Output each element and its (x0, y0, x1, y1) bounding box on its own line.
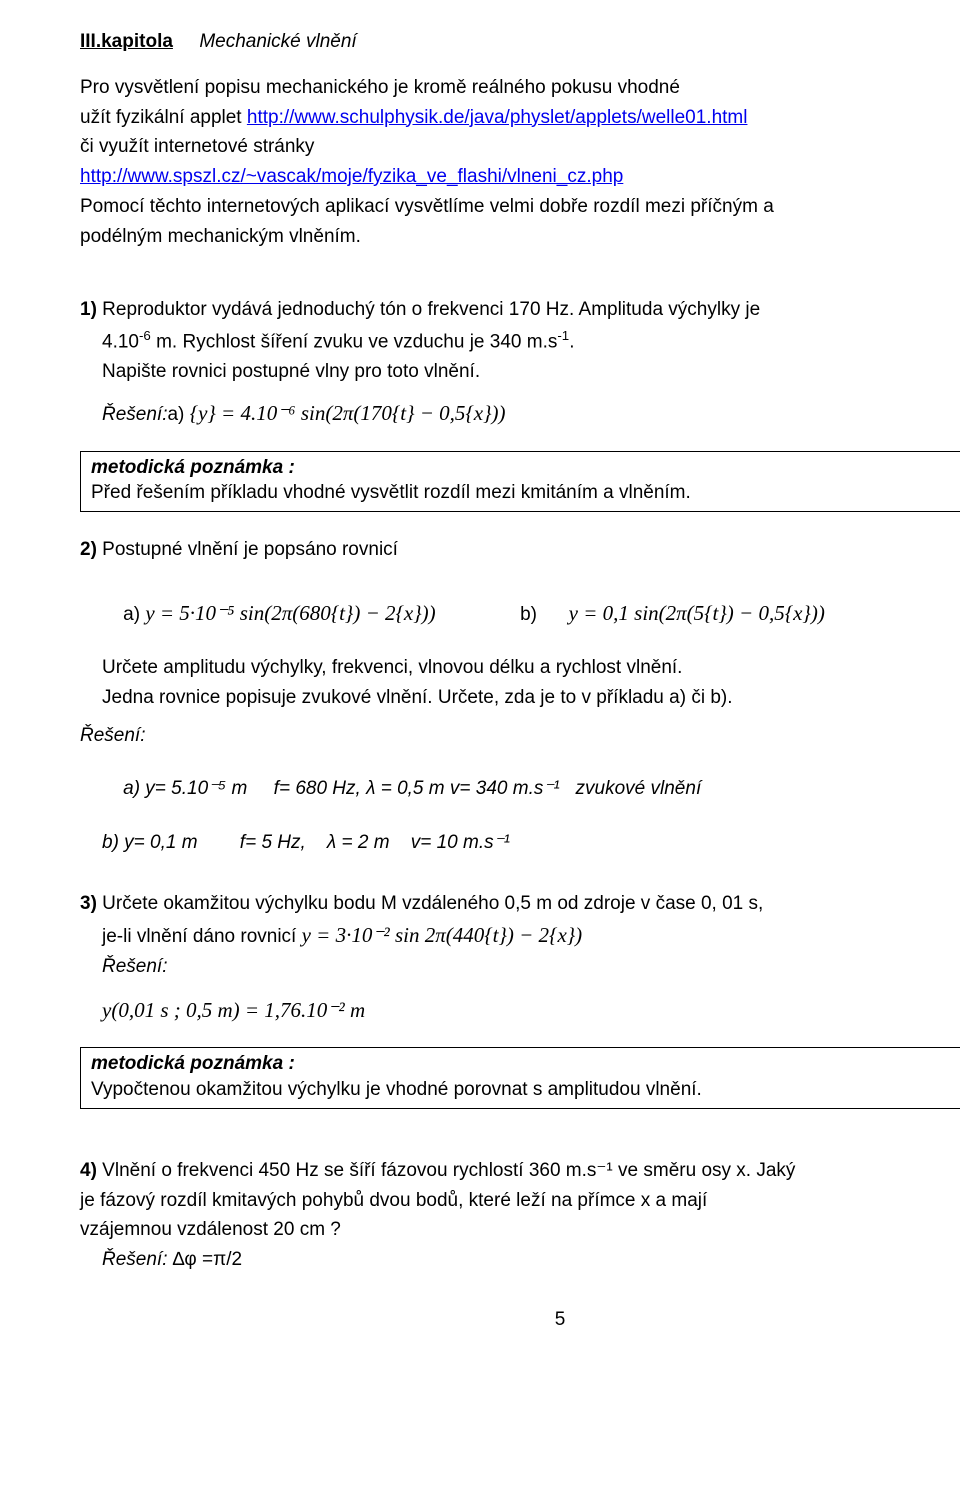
note2-label: metodická poznámka : (91, 1052, 960, 1076)
q1-solution: Řešení:a) {y} = 4.10⁻⁶ sin(2π(170{t} − 0… (80, 400, 960, 427)
q1-equation: {y} = 4.10⁻⁶ sin(2π(170{t} − 0,5{x})) (190, 401, 506, 425)
q1-l2a: 4.10 (102, 331, 139, 352)
q1-text1: Reproduktor vydává jednoduchý tón o frek… (97, 299, 760, 320)
intro-link2-line: http://www.spszl.cz/~vascak/moje/fyzika_… (80, 165, 960, 189)
methodical-note-2: metodická poznámka : Vypočtenou okamžito… (80, 1047, 960, 1109)
q1-exp2: -1 (557, 328, 569, 343)
q2-line1: 2) Postupné vlnění je popsáno rovnicí (80, 538, 960, 562)
q2-b-equation: y = 0,1 sin(2π(5{t}) − 0,5{x})) (569, 601, 825, 625)
q3-equation: y(0,01 s ; 0,5 m) = 1,76.10⁻² m (102, 998, 365, 1022)
q1-res-label: Řešení: (102, 404, 167, 425)
q2-b-label: b) (520, 604, 569, 625)
q1-line3: Napište rovnici postupné vlny pro toto v… (80, 360, 960, 384)
applet-link[interactable]: http://www.schulphysik.de/java/physlet/a… (247, 107, 748, 128)
q4-line2: je fázový rozdíl kmitavých pohybů dvou b… (80, 1189, 960, 1213)
q2-res-b: b) y= 0,1 m f= 5 Hz, λ = 2 m v= 10 m.s⁻¹ (80, 831, 960, 855)
intro-line1: Pro vysvětlení popisu mechanického je kr… (80, 76, 960, 100)
q2-a-equation: y = 5·10⁻⁵ sin(2π(680{t}) − 2{x})) (145, 601, 435, 625)
q4-num: 4) (80, 1160, 97, 1181)
chapter-label: III.kapitola (80, 31, 173, 52)
page-number: 5 (80, 1308, 960, 1332)
intro-block: Pro vysvětlení popisu mechanického je kr… (80, 76, 960, 249)
note2-text: Vypočtenou okamžitou výchylku je vhodné … (91, 1078, 960, 1102)
q2-text1: Postupné vlnění je popsáno rovnicí (97, 539, 398, 560)
intro-line4: Pomocí těchto internetových aplikací vys… (80, 195, 960, 219)
q2-res-a: a) y= 5.10⁻⁵ m f= 680 Hz, λ = 0,5 m v= 3… (80, 753, 960, 824)
q4-res-label: Řešení: (102, 1249, 167, 1270)
question-2: 2) Postupné vlnění je popsáno rovnicí a)… (80, 538, 960, 854)
chapter-heading: III.kapitola Mechanické vlnění (80, 30, 960, 54)
q2-line2: Určete amplitudu výchylky, frekvenci, vl… (80, 656, 960, 680)
q3-solution-eq: y(0,01 s ; 0,5 m) = 1,76.10⁻² m (80, 997, 960, 1024)
q3-l2pre: je-li vlnění dáno rovnicí (102, 926, 302, 947)
q4-line3: vzájemnou vzdálenost 20 cm ? (80, 1218, 960, 1242)
resource-link[interactable]: http://www.spszl.cz/~vascak/moje/fyzika_… (80, 166, 623, 187)
q4-line1: 4) Vlnění o frekvenci 450 Hz se šíří fáz… (80, 1159, 960, 1183)
q1-num: 1) (80, 299, 97, 320)
q3-line2: je-li vlnění dáno rovnicí y = 3·10⁻² sin… (80, 922, 960, 949)
intro-line2: užít fyzikální applet http://www.schulph… (80, 106, 960, 130)
q1-line1: 1) Reproduktor vydává jednoduchý tón o f… (80, 298, 960, 322)
q2-line3: Jedna rovnice popisuje zvukové vlnění. U… (80, 686, 960, 710)
chapter-title: Mechanické vlnění (199, 31, 356, 52)
q4-solution: Řešení: ∆φ =π/2 (80, 1248, 960, 1272)
intro-line2-pre: užít fyzikální applet (80, 107, 247, 128)
q2-ra: a) y= 5.10⁻⁵ m f= 680 Hz, λ = 0,5 m v= 3… (123, 778, 560, 799)
q1-exp1: -6 (139, 328, 151, 343)
question-4: 4) Vlnění o frekvenci 450 Hz se šíří fáz… (80, 1159, 960, 1272)
q1-line2: 4.10-6 m. Rychlost šíření zvuku ve vzduc… (80, 328, 960, 354)
question-1: 1) Reproduktor vydává jednoduchý tón o f… (80, 298, 960, 426)
intro-line5: podélným mechanickým vlněním. (80, 225, 960, 249)
q2-res-label: Řešení: (80, 724, 960, 748)
q2-num: 2) (80, 539, 97, 560)
q4-text1: Vlnění o frekvenci 450 Hz se šíří fázovo… (97, 1160, 796, 1181)
q1-l2c: . (569, 331, 574, 352)
intro-line3: či využít internetové stránky (80, 135, 960, 159)
q3-res-label: Řešení: (80, 955, 960, 979)
q3-line1: 3) Určete okamžitou výchylku bodu M vzdá… (80, 892, 960, 916)
q3-text1: Určete okamžitou výchylku bodu M vzdálen… (97, 893, 763, 914)
q2-equations: a) y = 5·10⁻⁵ sin(2π(680{t}) − 2{x})) b)… (80, 576, 960, 650)
q3-equation-given: y = 3·10⁻² sin 2π(440{t}) − 2{x}) (302, 923, 583, 947)
q4-res-eq: ∆φ =π/2 (167, 1249, 242, 1270)
q2-ra-note: zvukové vlnění (560, 778, 702, 799)
q1-l2b: m. Rychlost šíření zvuku ve vzduchu je 3… (151, 331, 558, 352)
q3-num: 3) (80, 893, 97, 914)
note1-text: Před řešením příkladu vhodné vysvětlit r… (91, 481, 960, 505)
methodical-note-1: metodická poznámka : Před řešením příkla… (80, 451, 960, 513)
q2-a-label: a) (123, 604, 145, 625)
note1-label: metodická poznámka : (91, 456, 960, 480)
q1-res-a: a) (167, 404, 189, 425)
question-3: 3) Určete okamžitou výchylku bodu M vzdá… (80, 892, 960, 1023)
